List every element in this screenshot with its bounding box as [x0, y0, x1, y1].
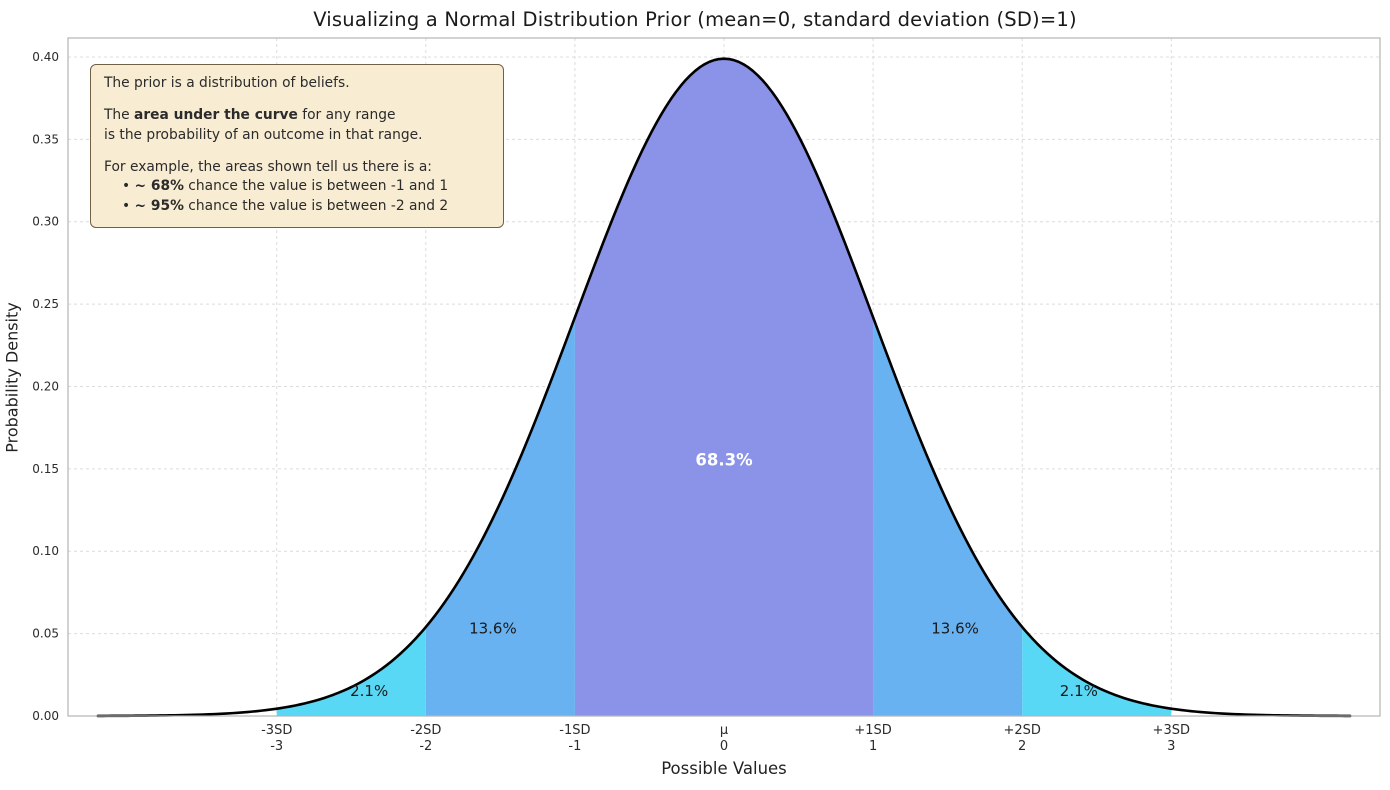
x-tick-value-label: 0 — [720, 739, 728, 754]
chart-title: Visualizing a Normal Distribution Prior … — [313, 8, 1077, 31]
y-tick-label: 0.25 — [32, 297, 59, 311]
annotation-spacer — [104, 146, 490, 158]
x-tick-sd-label: +1SD — [854, 723, 891, 738]
x-tick-sd-label: -2SD — [410, 723, 441, 738]
region-percentage-label: 2.1% — [1060, 682, 1098, 700]
annotation-bullet-2: • ~ 95% chance the value is between -2 a… — [104, 197, 490, 217]
annotation-bold-text: ~ 95% — [134, 198, 184, 215]
annotation-text: chance the value is between -1 and 1 — [183, 178, 449, 195]
x-tick-sd-label: μ — [720, 723, 728, 738]
annotation-line-1: The prior is a distribution of beliefs. — [104, 74, 490, 94]
x-tick-value-label: -2 — [419, 739, 432, 754]
annotation-text: for any range — [297, 106, 396, 123]
annotation-spacer — [104, 94, 490, 106]
y-tick-label: 0.20 — [32, 379, 59, 393]
x-tick-value-label: -1 — [568, 739, 581, 754]
normal-curve — [96, 57, 1352, 718]
annotation-bold-text: ~ 68% — [134, 178, 184, 195]
x-tick-sd-label: +2SD — [1003, 723, 1040, 738]
y-tick-label: 0.05 — [32, 627, 59, 641]
annotation-text: chance the value is between -2 and 2 — [183, 198, 449, 215]
region-percentage-label: 13.6% — [469, 620, 517, 638]
y-tick-label: 0.30 — [32, 215, 59, 229]
x-axis-label: Possible Values — [661, 759, 787, 778]
x-tick-value-label: -3 — [270, 739, 283, 754]
x-tick-sd-label: +3SD — [1153, 723, 1190, 738]
bullet-icon: • — [122, 198, 131, 215]
annotation-bullet-1: • ~ 68% chance the value is between -1 a… — [104, 177, 490, 197]
plot-border — [67, 37, 1381, 717]
y-tick-label: 0.35 — [32, 132, 59, 146]
x-tick-sd-label: -3SD — [261, 723, 292, 738]
annotation-text: is the probability of an outcome in that… — [104, 126, 423, 143]
annotation-text: The — [104, 106, 135, 123]
annotation-line-4: For example, the areas shown tell us the… — [104, 158, 490, 178]
y-tick-label: 0.00 — [32, 709, 59, 723]
x-tick-value-label: 3 — [1167, 739, 1175, 754]
x-tick-value-label: 1 — [869, 739, 877, 754]
annotation-line-3: is the probability of an outcome in that… — [104, 126, 490, 146]
annotation-text: The prior is a distribution of beliefs. — [104, 75, 350, 91]
annotation-text: For example, the areas shown tell us the… — [104, 158, 432, 175]
bullet-icon: • — [122, 178, 131, 195]
region-fill — [574, 58, 874, 716]
y-tick-label: 0.15 — [32, 462, 59, 476]
region-percentage-label: 13.6% — [931, 620, 979, 638]
region-percentage-label: 2.1% — [350, 682, 388, 700]
annotation-box: The prior is a distribution of beliefs. … — [90, 64, 504, 229]
x-tick-value-label: 2 — [1018, 739, 1026, 754]
region-fill — [1022, 627, 1172, 716]
region-fill — [276, 627, 426, 716]
region-percentage-label: 68.3% — [695, 451, 753, 470]
annotation-bold-text: area under the curve — [134, 106, 298, 123]
x-tick-sd-label: -1SD — [559, 723, 590, 738]
annotation-line-2: The area under the curve for any range — [104, 106, 490, 126]
y-tick-label: 0.10 — [32, 544, 59, 558]
y-tick-label: 0.40 — [32, 50, 59, 64]
